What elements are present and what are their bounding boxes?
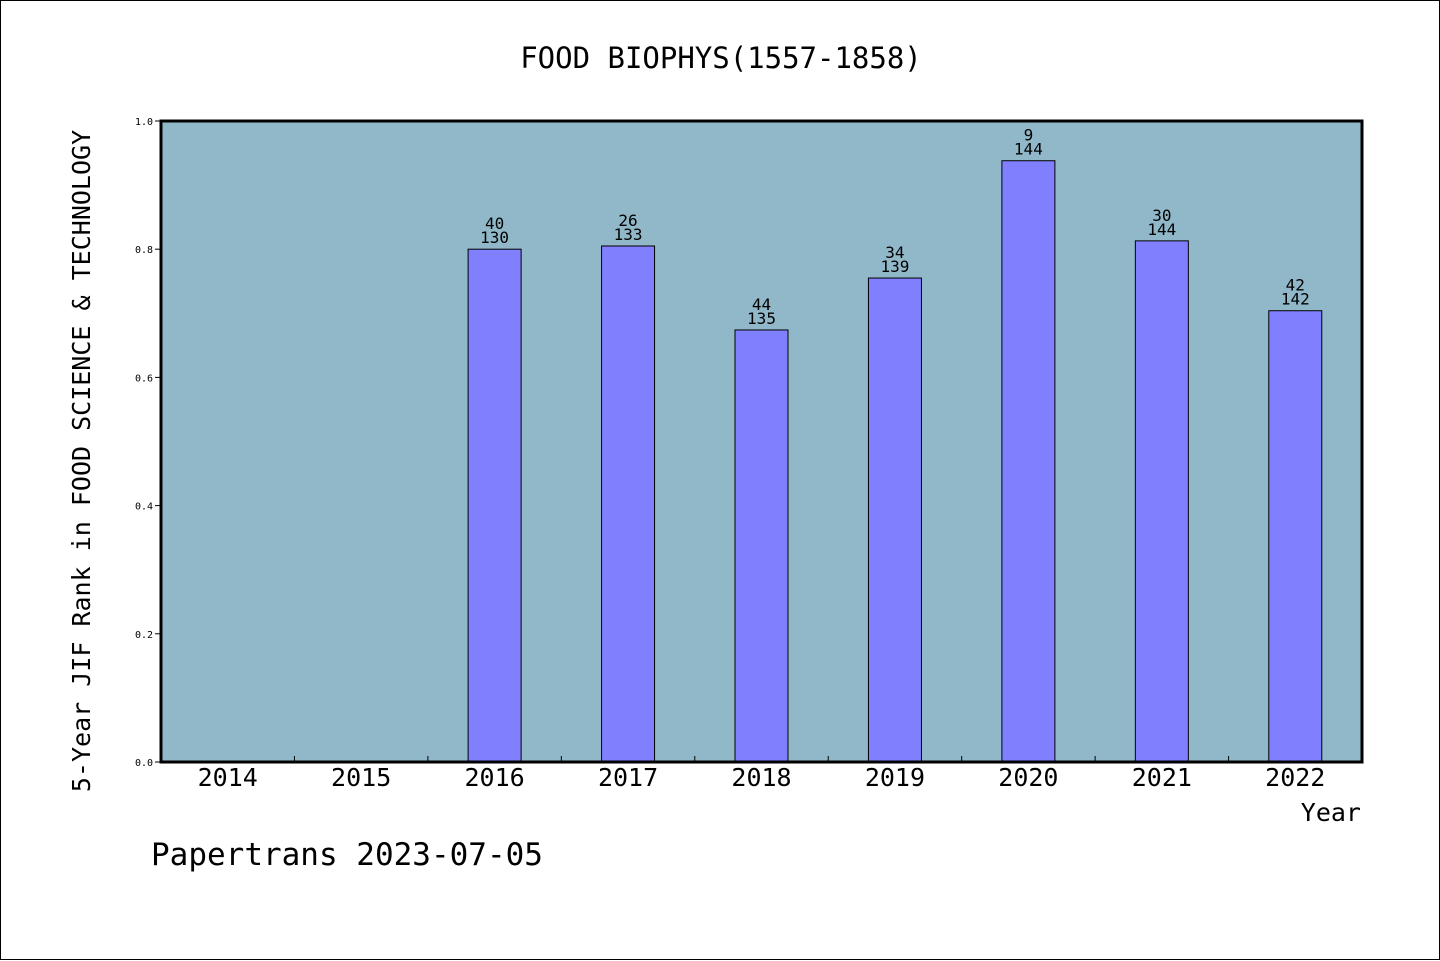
bar-label-rank-2019: 34 — [885, 243, 904, 262]
x-axis: 2014 2015 2016 2017 2018 2019 2020 2021 2022 — [198, 756, 1325, 792]
y-axis: 0.0 0.2 0.4 0.6 0.8 1.0 — [135, 117, 161, 769]
x-tick-label-2018: 2018 — [731, 763, 791, 792]
x-tick-label-2016: 2016 — [465, 763, 525, 792]
chart-title: FOOD BIOPHYS(1557-1858) — [520, 41, 922, 75]
footer-credit: Papertrans 2023-07-05 — [151, 837, 543, 873]
bar-label-rank-2016: 40 — [485, 214, 504, 233]
x-tick-label-2015: 2015 — [331, 763, 391, 792]
bar-label-rank-2022: 42 — [1286, 276, 1305, 295]
bar-label-total-2022: 142 — [1281, 290, 1310, 309]
x-tick-label-2022: 2022 — [1265, 763, 1325, 792]
bar-label-total-2017: 133 — [614, 225, 643, 244]
y-tick-label-0.2: 0.2 — [135, 630, 153, 641]
bar-2017 — [601, 245, 656, 763]
x-tick-label-2019: 2019 — [865, 763, 925, 792]
y-tick-label-0.4: 0.4 — [135, 502, 153, 513]
y-tick-label-0.8: 0.8 — [135, 245, 153, 256]
bar-label-rank-2021: 30 — [1152, 206, 1171, 225]
x-tick-label-2020: 2020 — [998, 763, 1058, 792]
bars-group — [467, 160, 1323, 763]
bar-2018 — [734, 329, 789, 763]
x-tick-label-2014: 2014 — [198, 763, 258, 792]
bar-label-rank-2018: 44 — [752, 295, 771, 314]
bar-label-total-2020: 144 — [1014, 140, 1043, 159]
bar-label-total-2016: 130 — [480, 228, 509, 247]
y-tick-label-1.0: 1.0 — [135, 117, 153, 128]
bar-2022 — [1268, 310, 1323, 763]
x-tick-label-2021: 2021 — [1132, 763, 1192, 792]
bar-2021 — [1134, 240, 1189, 763]
y-tick-label-0.0: 0.0 — [135, 758, 153, 769]
bar-2020 — [1001, 160, 1056, 763]
bar-label-rank-2020: 9 — [1024, 126, 1034, 145]
plot-border — [159, 119, 1364, 764]
bar-label-total-2019: 139 — [880, 257, 909, 276]
bar-label-total-2018: 135 — [747, 309, 776, 328]
x-tick-label-2017: 2017 — [598, 763, 658, 792]
bar-2019 — [867, 277, 922, 763]
bar-2016 — [467, 248, 522, 763]
x-axis-label: Year — [1301, 798, 1361, 827]
y-tick-label-0.6: 0.6 — [135, 373, 153, 384]
bar-label-rank-2017: 26 — [618, 211, 637, 230]
y-axis-label: 5-Year JIF Rank in FOOD SCIENCE & TECHNO… — [67, 130, 96, 792]
bar-label-total-2021: 144 — [1147, 220, 1176, 239]
